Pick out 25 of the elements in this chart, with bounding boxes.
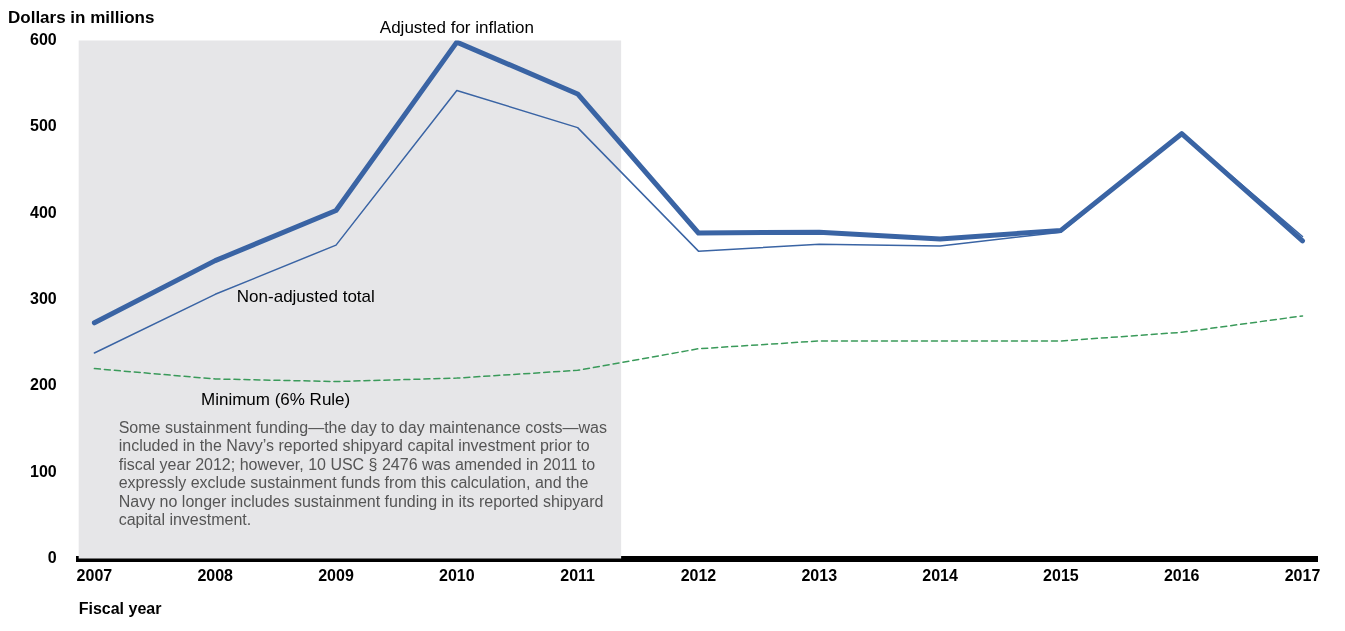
x-tick-label: 2014 [922, 566, 958, 584]
x-tick-label: 2011 [560, 566, 596, 584]
chart-title: Dollars in millions [8, 7, 155, 27]
x-tick-label: 2009 [318, 566, 354, 584]
x-tick-label: 2017 [1284, 566, 1321, 584]
series-label: Non-adjusted total [236, 287, 375, 307]
x-tick-label: 2015 [1043, 566, 1079, 584]
series-label: Minimum (6% Rule) [200, 389, 351, 409]
series-label: Adjusted for inflation [379, 17, 534, 37]
annotation: Some sustainment funding—the day to day maintenance costs—was included in the Navy’s reported shipyard capital investment prior to fiscal year 2012; however, 10 USC § 2476 was amended in 2011 to expressly exclude sustainment funds from this calculation, and the Navy no longer includes sustainment funding in its reported shipyard capital investment. [118, 418, 607, 529]
x-tick-label: 2013 [801, 566, 838, 584]
x-tick-label: 2012 [680, 566, 717, 584]
x-tick-label: 2016 [1163, 566, 1200, 584]
y-tick-label: 500 [29, 117, 57, 135]
y-tick-label: 200 [29, 376, 57, 394]
y-tick-label: 0 [47, 549, 57, 567]
x-tick-label: 2010 [439, 566, 475, 584]
y-tick-label: 100 [29, 462, 57, 480]
x-tick-label: 2008 [197, 566, 234, 584]
y-tick-label: 400 [29, 203, 57, 221]
x-tick-label: 2007 [76, 566, 113, 584]
line-series [93, 315, 1304, 383]
y-tick-label: 300 [29, 289, 57, 307]
y-tick-label: 600 [29, 30, 57, 48]
x-axis-title: Fiscal year [78, 599, 162, 617]
